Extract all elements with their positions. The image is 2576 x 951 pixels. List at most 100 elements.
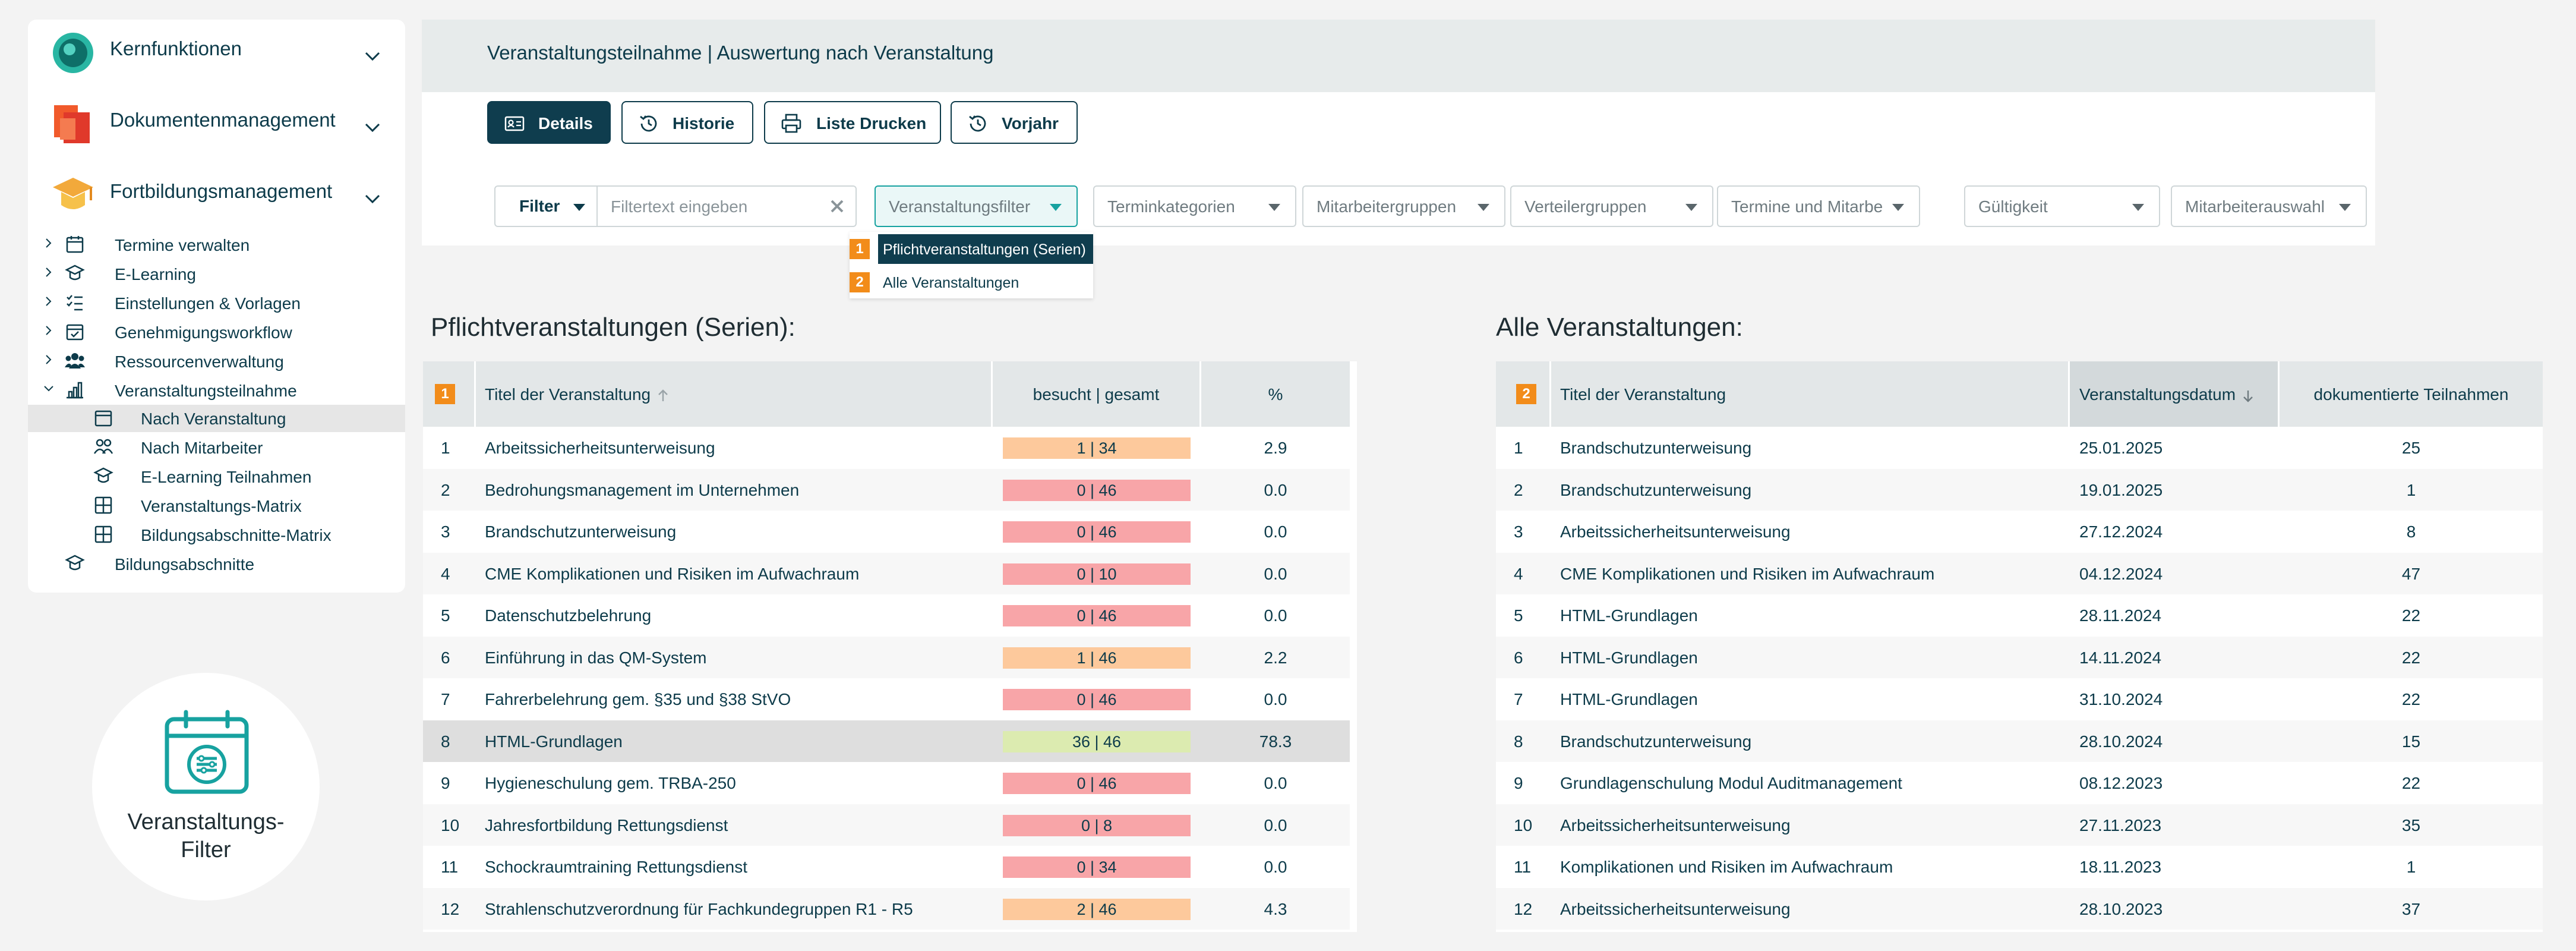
table-row[interactable]: 2 Brandschutzunterweisung 19.01.2025 1 [1496, 468, 2543, 511]
event-title[interactable]: Einführung in das QM-System [485, 648, 707, 667]
header-title[interactable]: Titel der Veranstaltung [1549, 361, 2066, 427]
chevron-right-icon[interactable] [41, 235, 56, 251]
event-title[interactable]: Datenschutzbelehrung [485, 606, 652, 625]
mitarbeitergruppen-dropdown[interactable]: Mitarbeitergruppen [1302, 185, 1505, 227]
termine-und-mitarbeiter-dropdown[interactable]: Termine und Mitarbeiter [1717, 185, 1920, 227]
table-row[interactable]: 12 Arbeitssicherheitsunterweisung 28.10.20… [1496, 887, 2543, 930]
sidebar-item-veranstaltungsteilnahme[interactable]: Veranstaltungsteilnahme [28, 377, 405, 404]
sidebar-item-einstellungen[interactable]: Einstellungen & Vorlagen [28, 289, 405, 317]
module-kernfunktionen[interactable]: Kernfunktionen [28, 20, 405, 85]
table-row[interactable]: 4 CME Komplikationen und Risiken im Aufwa… [1496, 552, 2543, 594]
details-button[interactable]: Details [487, 101, 611, 144]
sort-up-icon[interactable] [656, 388, 670, 404]
event-title[interactable]: Fahrerbelehrung gem. §35 und §38 StVO [485, 690, 791, 708]
event-title[interactable]: HTML-Grundlagen [1560, 648, 1698, 667]
table-row[interactable]: 10 Jahresfortbildung Rettungsdienst 0 | 8 0… [423, 804, 1350, 846]
table-row[interactable]: 6 HTML-Grundlagen 14.11.2024 22 [1496, 636, 2543, 678]
event-title[interactable]: CME Komplikationen und Risiken im Aufwac… [1560, 564, 1935, 583]
table-row[interactable]: 10 Arbeitssicherheitsunterweisung 27.11.20… [1496, 804, 2543, 846]
table-row[interactable]: 9 Hygieneschulung gem. TRBA-250 0 | 46 0.0 [423, 762, 1350, 804]
mitarbeiterauswahl-dropdown[interactable]: Mitarbeiterauswahl [2171, 185, 2367, 227]
sidebar-item-ressourcenverwaltung[interactable]: Ressourcenverwaltung [28, 348, 405, 375]
close-icon[interactable] [827, 196, 847, 216]
table-row[interactable]: 12 Strahlenschutzverordnung für Fachkunde… [423, 887, 1350, 930]
event-title[interactable]: HTML-Grundlagen [485, 732, 623, 751]
sidebar-item-e-learning[interactable]: E-Learning [28, 260, 405, 288]
table-row[interactable]: 7 HTML-Grundlagen 31.10.2024 22 [1496, 678, 2543, 720]
event-title[interactable]: Brandschutzunterweisung [1560, 732, 1752, 751]
chevron-right-icon[interactable] [41, 352, 56, 367]
table-row[interactable]: 2 Bedrohungsmanagement im Unternehmen 0 | … [423, 468, 1350, 511]
table-row[interactable]: 7 Fahrerbelehrung gem. §35 und §38 StVO 0 … [423, 678, 1350, 720]
filter-select[interactable]: Filter [519, 197, 560, 215]
event-title[interactable]: Arbeitssicherheitsunterweisung [1560, 899, 1791, 918]
sidebar-item-bildungsabschnitte-matrix[interactable]: Bildungsabschnitte-Matrix [28, 521, 405, 549]
chevron-down-icon[interactable] [362, 188, 383, 209]
module-fortbildungsmanagement[interactable]: Fortbildungsmanagement [28, 162, 405, 228]
event-title[interactable]: Brandschutzunterweisung [1560, 439, 1752, 457]
event-title[interactable]: Arbeitssicherheitsunterweisung [1560, 815, 1791, 835]
sidebar-item-termine-verwalten[interactable]: Termine verwalten [28, 231, 405, 259]
header-visited[interactable]: besucht | gesamt [993, 361, 1199, 427]
sidebar-item-genehmigungsworkflow[interactable]: Genehmigungsworkflow [28, 319, 405, 346]
event-title[interactable]: Jahresfortbildung Rettungsdienst [485, 815, 728, 835]
module-dokumentenmanagement[interactable]: Dokumentenmanagement [28, 91, 405, 156]
event-title[interactable]: Brandschutzunterweisung [1560, 480, 1752, 499]
event-title[interactable]: Grundlagenschulung Modul Auditmanagement [1560, 774, 1902, 792]
table-row[interactable]: 3 Arbeitssicherheitsunterweisung 27.12.202… [1496, 511, 2543, 552]
table-row[interactable]: 5 HTML-Grundlagen 28.11.2024 22 [1496, 594, 2543, 636]
header-date[interactable]: Veranstaltungsdatum [2070, 361, 2278, 427]
event-title[interactable]: CME Komplikationen und Risiken im Aufwac… [485, 564, 860, 583]
event-title[interactable]: Arbeitssicherheitsunterweisung [1560, 522, 1791, 541]
chevron-down-icon[interactable] [362, 46, 383, 66]
event-title[interactable]: Brandschutzunterweisung [485, 522, 677, 541]
sidebar-item-e-learning-teilnahmen[interactable]: E-Learning Teilnahmen [28, 463, 405, 490]
header-percent[interactable]: % [1201, 361, 1350, 427]
table-row[interactable]: 1 Arbeitssicherheitsunterweisung 1 | 34 2.9 [423, 427, 1350, 468]
event-title[interactable]: Bedrohungsmanagement im Unternehmen [485, 480, 800, 499]
chevron-right-icon[interactable] [41, 294, 56, 309]
table-row[interactable]: 5 Datenschutzbelehrung 0 | 46 0.0 [423, 594, 1350, 636]
history-button[interactable]: Historie [621, 101, 753, 144]
table-row[interactable]: 8 Brandschutzunterweisung 28.10.2024 15 [1496, 720, 2543, 762]
event-title[interactable]: Arbeitssicherheitsunterweisung [485, 439, 715, 457]
chevron-right-icon[interactable] [41, 264, 56, 280]
event-title[interactable]: Strahlenschutzverordnung für Fachkundegr… [485, 899, 913, 918]
header-count[interactable]: dokumentierte Teilnahmen [2280, 361, 2543, 427]
event-title[interactable]: Hygieneschulung gem. TRBA-250 [485, 774, 736, 792]
event-title[interactable]: HTML-Grundlagen [1560, 606, 1698, 625]
veranstaltungsfilter-dropdown[interactable]: Veranstaltungsfilter [875, 185, 1078, 227]
gueltigkeit-dropdown[interactable]: Gültigkeit [1964, 185, 2160, 227]
event-title[interactable]: Komplikationen und Risiken im Aufwachrau… [1560, 858, 1893, 876]
sidebar-item-label: Genehmigungsworkflow [115, 323, 292, 342]
menu-option-alle[interactable]: 2 Alle Veranstaltungen [850, 267, 1093, 297]
chevron-down-icon[interactable] [41, 381, 56, 396]
table-row[interactable]: 6 Einführung in das QM-System 1 | 46 2.2 [423, 636, 1350, 678]
table-row[interactable]: 9 Grundlagenschulung Modul Auditmanagemen… [1496, 762, 2543, 804]
menu-option-pflicht[interactable]: 1 Pflichtveranstaltungen (Serien) [850, 234, 1093, 264]
sidebar-item-nach-mitarbeiter[interactable]: Nach Mitarbeiter [28, 434, 405, 461]
event-title[interactable]: Schockraumtraining Rettungsdienst [485, 858, 748, 876]
verteilergruppen-dropdown[interactable]: Verteilergruppen [1510, 185, 1713, 227]
caret-down-icon[interactable] [572, 203, 587, 212]
print-list-button[interactable]: Liste Drucken [764, 101, 941, 144]
table-row[interactable]: 4 CME Komplikationen und Risiken im Aufwa… [423, 552, 1350, 594]
sort-down-icon[interactable] [2242, 388, 2255, 404]
previous-year-button[interactable]: Vorjahr [951, 101, 1078, 144]
dropdown-label: Mitarbeiterauswahl [2185, 197, 2324, 216]
sidebar-item-bildungsabschnitte[interactable]: Bildungsabschnitte [28, 550, 405, 578]
table-row[interactable]: 3 Brandschutzunterweisung 0 | 46 0.0 [423, 511, 1350, 552]
chevron-down-icon[interactable] [362, 117, 383, 137]
sidebar-item-veranstaltungs-matrix[interactable]: Veranstaltungs-Matrix [28, 492, 405, 519]
sidebar-item-nach-veranstaltung[interactable]: Nach Veranstaltung [28, 405, 405, 432]
header-title[interactable]: Titel der Veranstaltung [474, 361, 986, 427]
terminkategorien-dropdown[interactable]: Terminkategorien [1093, 185, 1296, 227]
sidebar-item-label: Veranstaltungsteilnahme [115, 382, 297, 400]
event-title[interactable]: HTML-Grundlagen [1560, 690, 1698, 708]
chevron-right-icon[interactable] [41, 323, 56, 338]
table-row[interactable]: 11 Komplikationen und Risiken im Aufwachr… [1496, 846, 2543, 887]
table-row[interactable]: 8 HTML-Grundlagen 36 | 46 78.3 [423, 720, 1350, 762]
table-row[interactable]: 11 Schockraumtraining Rettungsdienst 0 | 3… [423, 846, 1350, 887]
filter-text-input[interactable] [611, 195, 813, 219]
table-row[interactable]: 1 Brandschutzunterweisung 25.01.2025 25 [1496, 427, 2543, 468]
